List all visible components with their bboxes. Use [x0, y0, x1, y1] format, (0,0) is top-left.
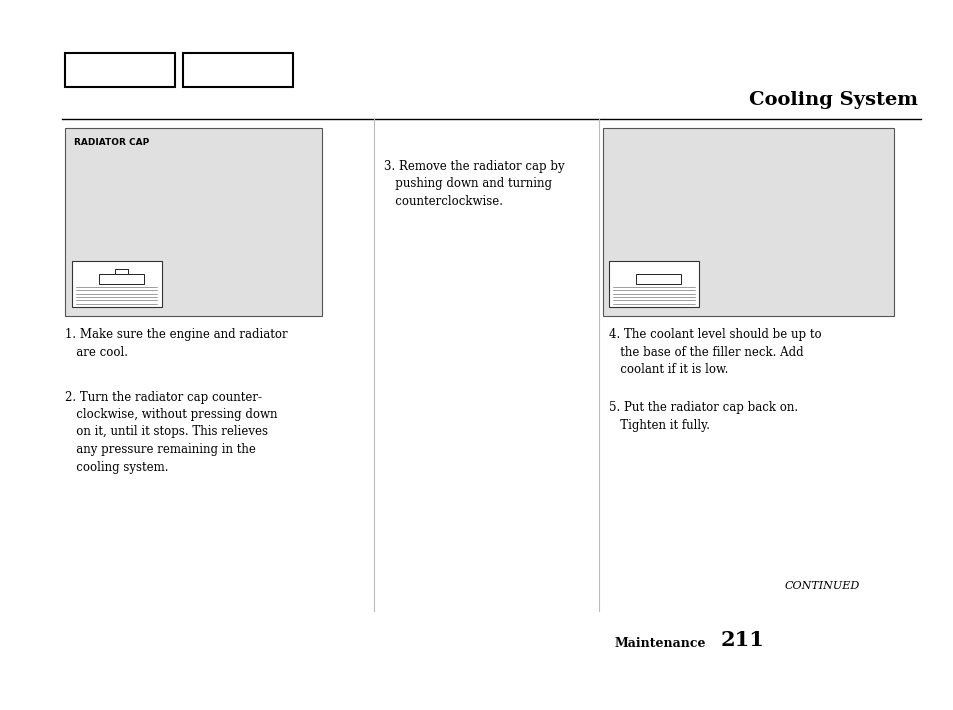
Text: 2. Turn the radiator cap counter-
   clockwise, without pressing down
   on it, : 2. Turn the radiator cap counter- clockw… [65, 391, 277, 474]
Text: RADIATOR CAP: RADIATOR CAP [74, 138, 150, 148]
Text: 4. The coolant level should be up to
   the base of the filler neck. Add
   cool: 4. The coolant level should be up to the… [608, 328, 821, 376]
Text: 1. Make sure the engine and radiator
   are cool.: 1. Make sure the engine and radiator are… [65, 328, 287, 359]
Text: Cooling System: Cooling System [748, 91, 917, 109]
Bar [635, 274, 680, 284]
Bar [65, 128, 322, 316]
Bar [71, 261, 162, 307]
Bar [114, 269, 128, 275]
Bar [602, 128, 893, 316]
Bar [183, 53, 293, 87]
Bar [99, 274, 144, 284]
Text: Maintenance: Maintenance [614, 637, 705, 650]
Text: CONTINUED: CONTINUED [784, 581, 859, 591]
Text: 3. Remove the radiator cap by
   pushing down and turning
   counterclockwise.: 3. Remove the radiator cap by pushing do… [383, 160, 563, 208]
Text: 5. Put the radiator cap back on.
   Tighten it fully.: 5. Put the radiator cap back on. Tighten… [608, 401, 797, 432]
Bar [608, 261, 699, 307]
Bar [65, 53, 174, 87]
Text: 211: 211 [720, 630, 763, 650]
